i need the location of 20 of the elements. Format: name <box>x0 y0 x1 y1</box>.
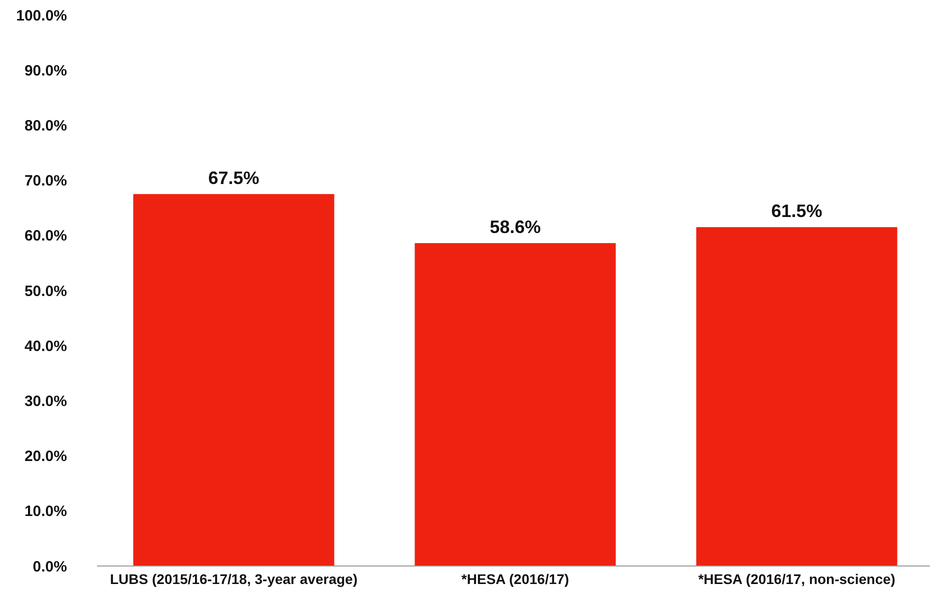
y-tick-label: 80.0% <box>24 117 67 134</box>
y-tick-label: 90.0% <box>24 62 67 80</box>
y-tick-label: 20.0% <box>24 448 67 466</box>
x-tick-label: *HESA (2016/17) <box>461 571 570 587</box>
bar <box>414 243 616 566</box>
y-tick-label: 100.0% <box>16 7 67 24</box>
y-tick-label: 50.0% <box>24 282 67 300</box>
bar <box>133 194 334 566</box>
y-tick-label: 60.0% <box>24 228 67 245</box>
data-label: 58.6% <box>490 217 541 238</box>
y-tick-label: 10.0% <box>24 503 67 520</box>
bar <box>696 227 898 566</box>
x-tick-label: LUBS (2015/16-17/18, 3-year average) <box>110 571 358 587</box>
y-tick-label: 40.0% <box>24 338 67 355</box>
y-tick-label: 70.0% <box>24 172 67 190</box>
data-label: 67.5% <box>208 168 260 188</box>
x-tick-label: *HESA (2016/17, non-science) <box>698 571 896 587</box>
y-tick-label: 0.0% <box>32 558 67 576</box>
y-tick-label: 30.0% <box>24 392 67 410</box>
data-label: 61.5% <box>771 201 822 222</box>
